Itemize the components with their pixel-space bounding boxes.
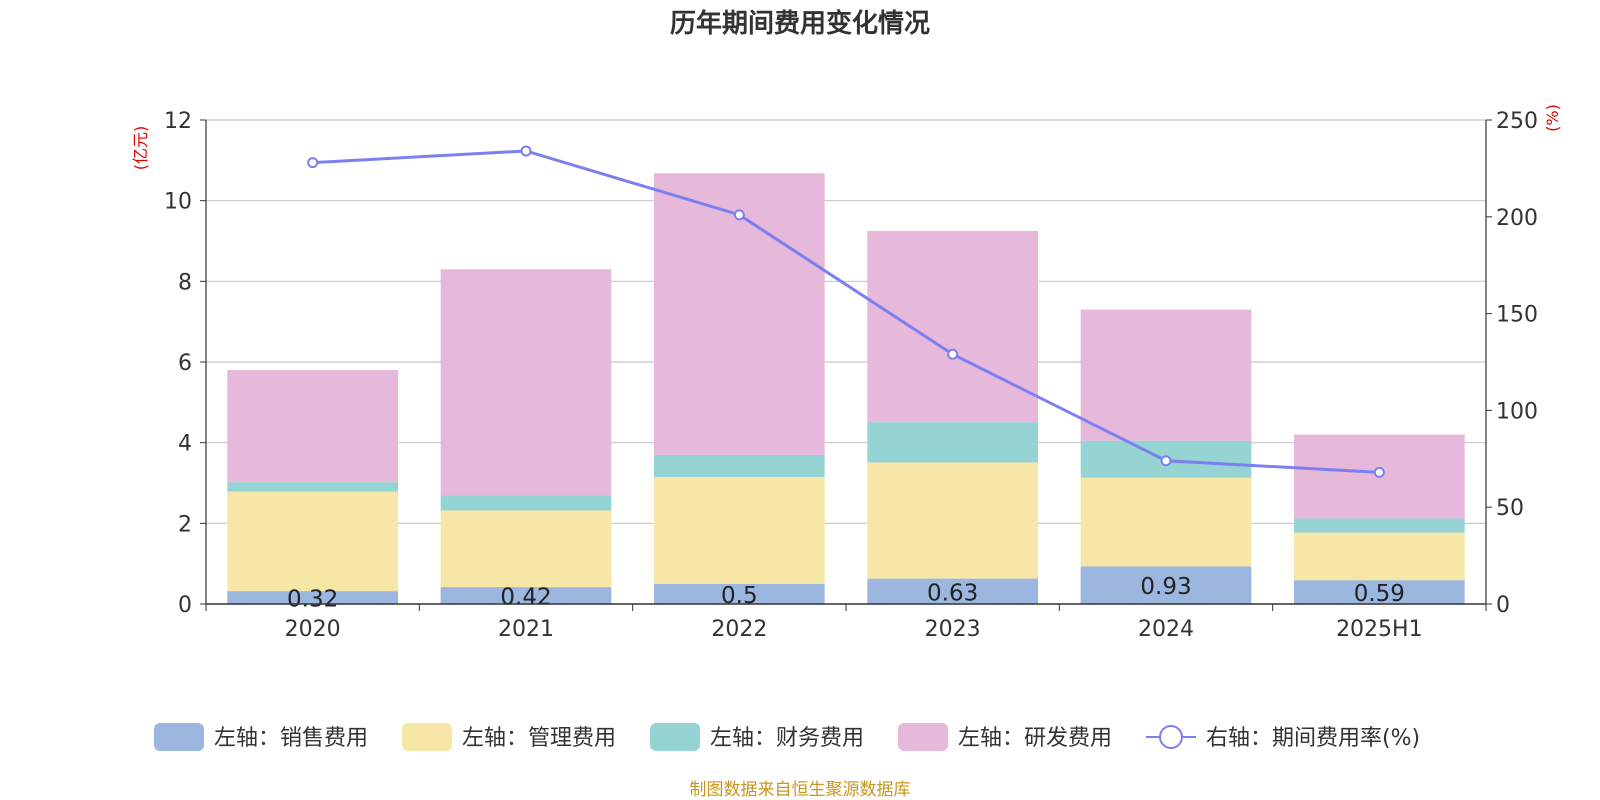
legend-label: 左轴：财务费用 [710, 726, 864, 751]
right-axis-tick-label: 250 [1496, 109, 1538, 134]
right-axis-tick-label: 0 [1496, 593, 1510, 618]
bar-segment [1294, 580, 1465, 604]
left-axis-tick-label: 12 [164, 109, 192, 134]
rate-line-point [1160, 455, 1172, 467]
rate-line-path [312, 149, 1380, 474]
legend-swatch [650, 723, 700, 751]
bar-segment [1080, 566, 1252, 604]
rate-line-point [1373, 466, 1385, 478]
x-axis-tick-label: 2022 [711, 617, 767, 642]
bar-segment [867, 578, 1038, 604]
bar-segment [867, 230, 1038, 423]
bar-segment [1294, 518, 1465, 533]
left-axis-tick-label: 6 [178, 351, 192, 376]
data-label: 0.5 [721, 583, 758, 609]
right-axis-tick-label: 50 [1496, 496, 1524, 521]
left-axis-tick-label: 10 [164, 190, 192, 215]
legend-label: 左轴：管理费用 [462, 726, 616, 751]
rate-line [307, 145, 1385, 478]
x-axis-tick-label: 2024 [1138, 617, 1194, 642]
data-label: 0.59 [1354, 581, 1405, 607]
x-axis-tick-label: 2025H1 [1336, 617, 1423, 642]
left-axis-tick-label: 8 [178, 270, 192, 295]
legend-label: 右轴：期间费用率(%) [1206, 726, 1420, 751]
data-labels: 0.32 0.42 0.5 0.63 0.93 0.59 [287, 574, 1405, 612]
bar-segment [654, 454, 825, 477]
bar-segment [867, 422, 1038, 463]
data-label: 0.32 [287, 587, 338, 613]
bar-segment [440, 587, 612, 604]
bar-segment [654, 583, 825, 604]
legend-swatch [402, 723, 452, 751]
data-label: 0.63 [927, 580, 978, 606]
left-axis-tick-label: 2 [178, 512, 192, 537]
bars [227, 173, 1465, 604]
legend-swatch [898, 723, 948, 751]
legend: 左轴：销售费用 左轴：管理费用 左轴：财务费用 左轴：研发费用 右轴：期间费用率(%) [154, 723, 1420, 751]
rate-line-point [733, 209, 745, 221]
legend-label: 左轴：销售费用 [214, 726, 368, 751]
bar-segment [1294, 532, 1465, 581]
left-axis-tick-label: 0 [178, 593, 192, 618]
rate-line-point [947, 348, 959, 360]
chart-title: 历年期间费用变化情况 [670, 8, 930, 39]
right-axis-tick-label: 100 [1496, 399, 1538, 424]
data-label: 0.42 [500, 585, 551, 611]
data-label: 0.93 [1140, 574, 1191, 600]
x-axis-tick-label: 2020 [285, 617, 341, 642]
legend-marker [1159, 725, 1183, 749]
x-axis-tick-label: 2023 [925, 617, 981, 642]
bar-segment [1080, 477, 1252, 567]
right-axis-unit: (%) [1543, 104, 1562, 132]
bar-segment [227, 370, 398, 483]
legend-swatch [154, 723, 204, 751]
bar-segment [227, 591, 398, 604]
bar-segment [440, 269, 612, 496]
right-axis-tick-label: 150 [1496, 303, 1538, 328]
bar-segment [227, 491, 398, 592]
rate-line-point [307, 157, 319, 169]
bar-segment [440, 495, 612, 511]
grid [206, 119, 1486, 524]
bar-segment [440, 510, 612, 588]
source-note: 制图数据来自恒生聚源数据库 [690, 780, 911, 800]
bar-segment [1080, 309, 1252, 441]
x-axis-tick-label: 2021 [498, 617, 554, 642]
left-axis-tick-label: 4 [178, 432, 192, 457]
right-axis-tick-label: 200 [1496, 206, 1538, 231]
legend-label: 左轴：研发费用 [958, 726, 1112, 751]
bar-segment [867, 462, 1038, 579]
axes: 0 2 4 6 8 10 12 0 50 100 150 200 250 2020 2021 2022 2023… [164, 109, 1538, 642]
bar-segment [654, 476, 825, 584]
left-axis-unit: (亿元) [131, 126, 150, 171]
rate-line-point [520, 145, 532, 157]
bar-segment [227, 482, 398, 492]
